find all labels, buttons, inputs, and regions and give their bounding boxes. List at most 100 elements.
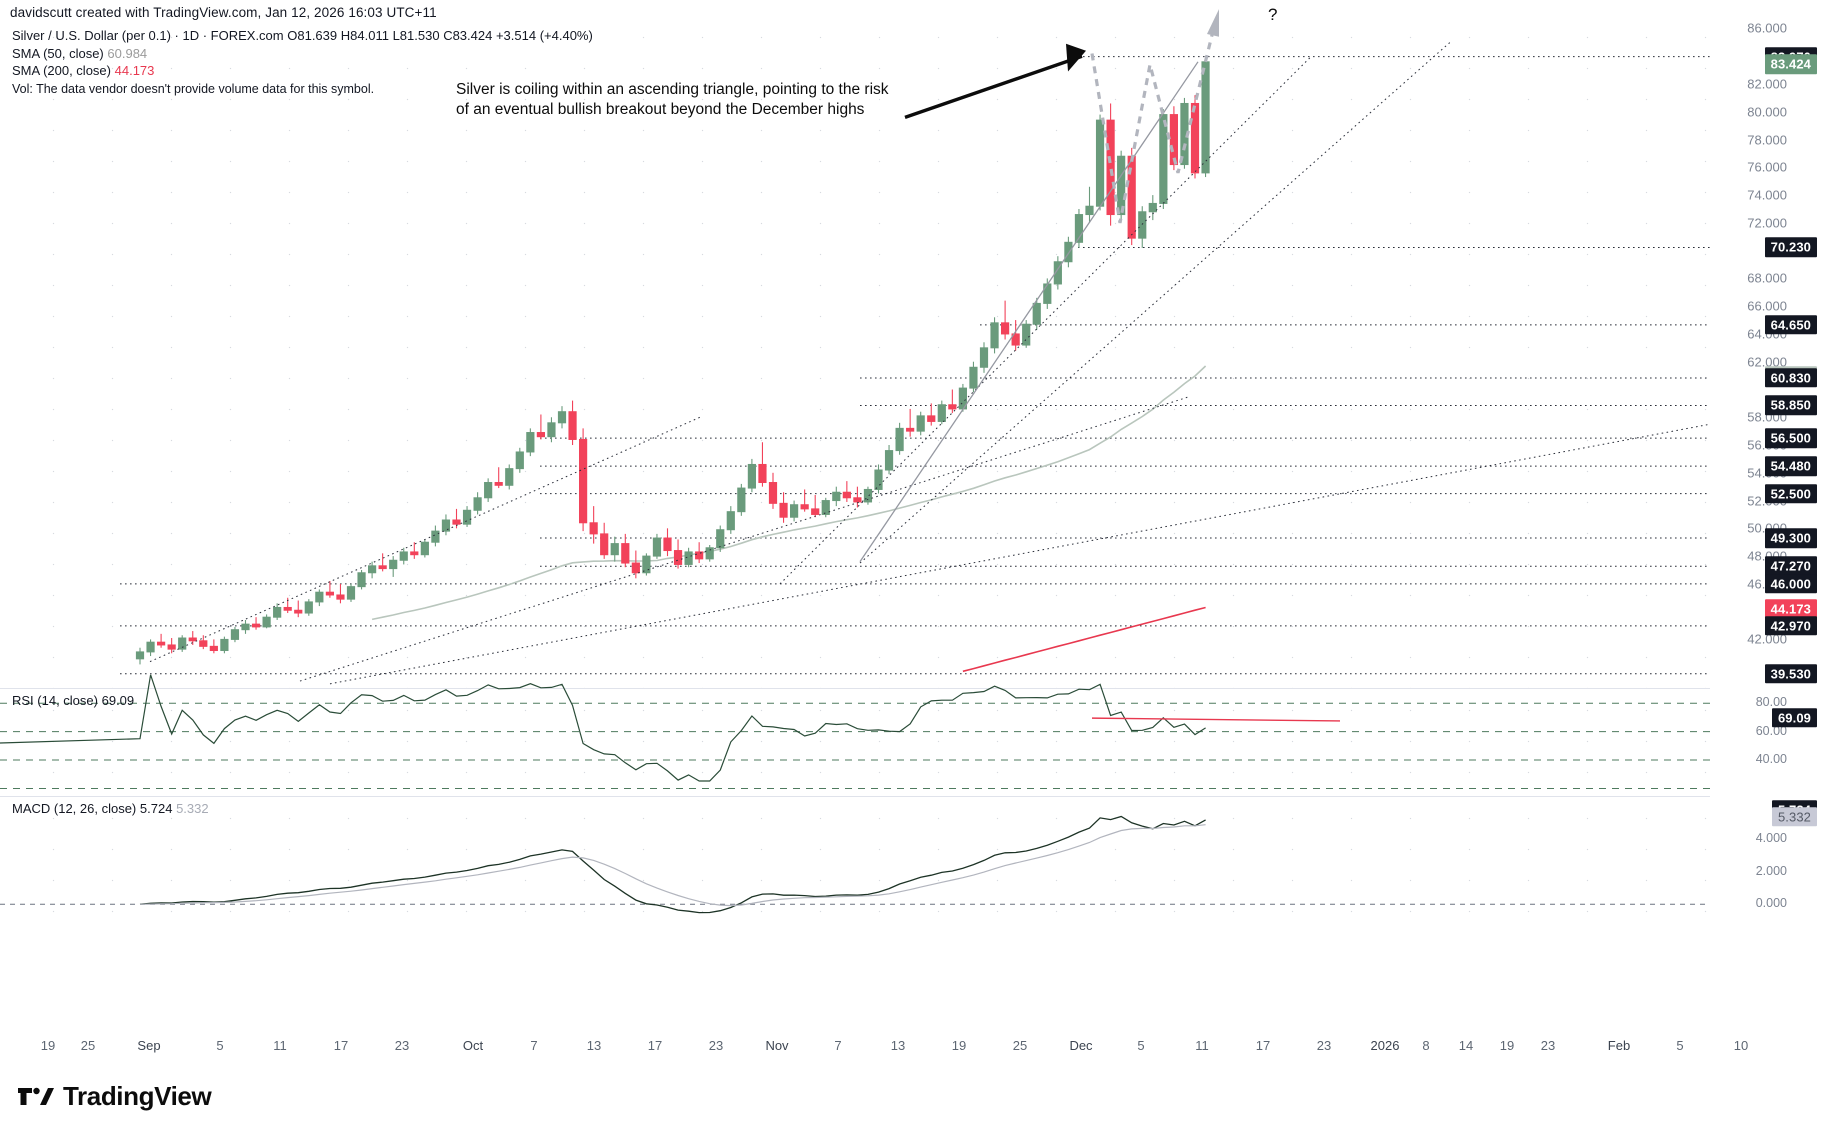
candle-body: [663, 537, 672, 552]
candle-body: [188, 637, 197, 642]
macd-pane[interactable]: MACD (12, 26, close) 5.724 5.332: [0, 796, 1710, 926]
candle-body: [1117, 155, 1126, 216]
price-axis-badge[interactable]: 39.530: [1764, 663, 1817, 684]
macd-axis-tick: 0.000: [1755, 896, 1787, 911]
price-axis[interactable]: 86.000 82.000 80.000 78.000 76.000 74.000 72.0…: [1710, 0, 1835, 1030]
question-mark-annotation: ?: [1268, 5, 1278, 24]
rsi-title[interactable]: RSI (14, close) 69.09: [12, 693, 134, 708]
macd-title-label: MACD (12, 26, close): [12, 801, 137, 816]
candle-body: [884, 450, 894, 471]
candle-body: [652, 537, 662, 557]
chart-legend: Silver / U.S. Dollar (per 0.1) · 1D · FO…: [12, 27, 593, 98]
legend-high: H84.011: [340, 28, 389, 43]
candle-body: [589, 522, 598, 535]
rsi-axis-badge[interactable]: 69.09: [1771, 707, 1817, 728]
price-axis-badge[interactable]: 58.850: [1764, 395, 1817, 416]
candle-body: [1001, 322, 1010, 335]
candle-body: [1159, 114, 1168, 204]
price-axis-badge[interactable]: 52.500: [1764, 483, 1817, 504]
price-axis-badge[interactable]: 64.650: [1764, 315, 1817, 335]
candle-body: [1148, 202, 1157, 213]
price-axis-badge[interactable]: 54.480: [1764, 456, 1817, 476]
price-axis-badge[interactable]: 56.500: [1764, 428, 1817, 448]
legend-sma50-value: 60.984: [107, 45, 148, 61]
candle-body: [1190, 102, 1200, 174]
price-axis-tick: 86.000: [1747, 20, 1787, 36]
candle-body: [399, 551, 408, 561]
candle-body: [473, 497, 482, 511]
time-axis-tick: 11: [273, 1038, 287, 1053]
rsi-title-value: 69.09: [101, 693, 135, 708]
candle-body: [948, 404, 957, 410]
candle-body: [642, 555, 651, 574]
time-axis-tick: 11: [1195, 1038, 1209, 1053]
candle-body: [600, 533, 609, 556]
price-axis-badge[interactable]: 70.230: [1764, 237, 1817, 258]
candle-body: [768, 482, 778, 504]
legend-low: L81.530: [392, 28, 440, 43]
time-axis-tick: 19: [951, 1038, 967, 1053]
price-axis-badge[interactable]: 46.000: [1764, 574, 1817, 594]
candle-body: [357, 572, 366, 588]
legend-sma200-row[interactable]: SMA (200, close) 44.173: [12, 62, 593, 80]
tradingview-logo[interactable]: TradingView: [18, 1081, 212, 1112]
time-axis-tick: 19: [1499, 1038, 1515, 1053]
candle-body: [790, 504, 799, 518]
candle-body: [568, 411, 577, 440]
price-axis-badge[interactable]: 42.970: [1764, 616, 1817, 636]
time-axis-tick: 17: [1255, 1038, 1271, 1053]
rsi-pane[interactable]: RSI (14, close) 69.09: [0, 674, 1710, 796]
time-axis-tick: Nov: [765, 1038, 789, 1053]
price-axis-badge[interactable]: 47.270: [1764, 556, 1817, 576]
candle-body: [821, 500, 830, 515]
time-axis-tick: 17: [333, 1038, 349, 1053]
macd-axis-badge[interactable]: 5.332: [1771, 806, 1817, 827]
price-axis-tick: 74.000: [1747, 187, 1787, 203]
price-axis-tick: 80.000: [1747, 104, 1787, 120]
macd-title-value: 5.724: [139, 801, 173, 816]
candle-body: [832, 491, 841, 502]
price-axis-badge[interactable]: 49.300: [1764, 528, 1817, 548]
tradingview-mark-icon: [18, 1087, 54, 1105]
candle-body: [842, 491, 851, 499]
legend-change: +3.514 (+4.40%): [495, 28, 593, 43]
candle-body: [336, 594, 345, 600]
price-axis-badge[interactable]: 60.830: [1764, 368, 1817, 388]
time-axis-tick: 5: [216, 1038, 224, 1053]
legend-sma50-row[interactable]: SMA (50, close) 60.984: [12, 45, 593, 63]
candle-body: [230, 629, 240, 640]
candle-body: [346, 586, 356, 600]
candle-body: [747, 463, 756, 489]
time-axis-tick: Sep: [137, 1038, 161, 1053]
candle-body: [1095, 119, 1105, 207]
legend-sma200-label: SMA (200, close): [12, 63, 111, 78]
candle-body: [157, 641, 166, 646]
time-axis[interactable]: 19 25 Sep 5 11 17 23 Oct 7 13 17 23 Nov 7 13 19 25 Dec 5 11…: [0, 1030, 1748, 1064]
price-axis-badge[interactable]: 83.424: [1764, 54, 1817, 74]
time-axis-tick: Oct: [462, 1038, 484, 1053]
legend-symbol-row[interactable]: Silver / U.S. Dollar (per 0.1) · 1D · FO…: [12, 27, 593, 45]
ascending-support-solid: [859, 61, 1199, 563]
macd-signal-line: [139, 824, 1206, 907]
candle-body: [811, 508, 820, 515]
price-axis-tick: 66.000: [1747, 298, 1787, 314]
candle-body: [420, 541, 429, 556]
candle-body: [1138, 211, 1147, 239]
candle-body: [695, 551, 704, 560]
candle-body: [906, 427, 915, 432]
time-axis-tick: 5: [1676, 1038, 1684, 1053]
price-axis-tick: 72.000: [1747, 215, 1787, 231]
rsi-line: [0, 674, 1206, 782]
candle-body: [1106, 119, 1115, 216]
candle-body: [895, 427, 904, 452]
candle-body: [1053, 261, 1062, 285]
candle-body: [220, 638, 229, 652]
candle-body: [979, 347, 989, 368]
legend-volume-note: Vol: The data vendor doesn't provide vol…: [12, 81, 375, 96]
price-axis-badge[interactable]: 44.173: [1764, 599, 1817, 619]
candle-body: [557, 411, 567, 424]
macd-title[interactable]: MACD (12, 26, close) 5.724 5.332: [12, 801, 209, 816]
candle-body: [273, 606, 282, 618]
macd-line: [139, 815, 1206, 914]
time-axis-tick: 7: [834, 1038, 842, 1053]
